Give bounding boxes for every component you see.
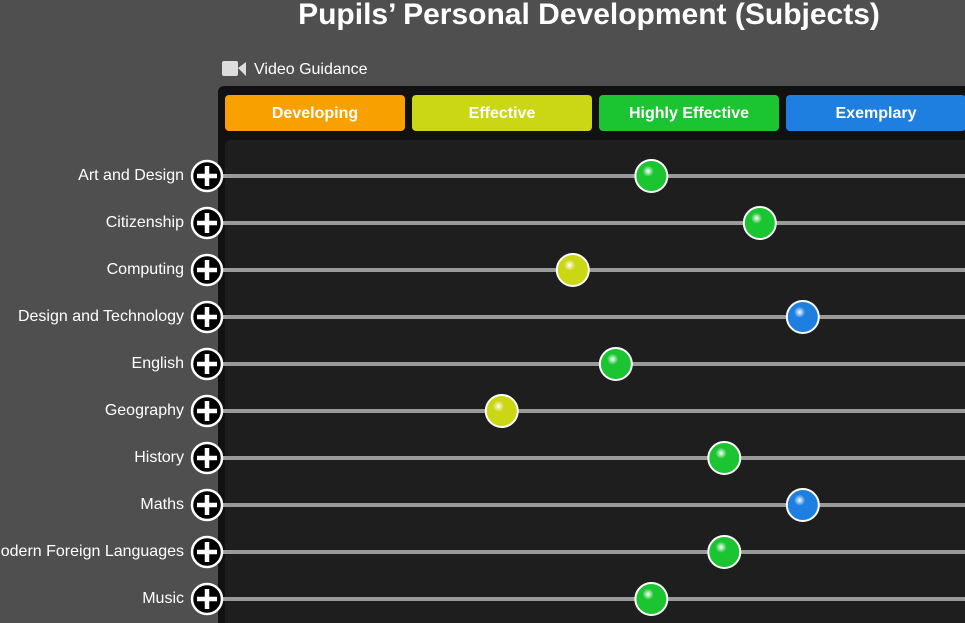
rating-marker[interactable]	[742, 206, 777, 240]
rating-marker[interactable]	[707, 441, 742, 475]
expand-button[interactable]	[190, 253, 224, 287]
plus-icon[interactable]	[197, 166, 217, 186]
row-label: Modern Foreign Languages	[0, 543, 184, 560]
video-guidance-link[interactable]: Video Guidance	[222, 61, 368, 78]
expand-button[interactable]	[190, 535, 224, 569]
band-label[interactable]: Exemplary	[836, 105, 917, 122]
expand-button[interactable]	[190, 159, 224, 193]
band-label[interactable]: Highly Effective	[629, 105, 749, 122]
expand-button[interactable]	[190, 300, 224, 334]
row-label: Music	[142, 590, 184, 607]
plus-icon[interactable]	[197, 542, 217, 562]
row-label: Art and Design	[78, 167, 184, 184]
rating-marker[interactable]	[598, 347, 633, 381]
rating-marker[interactable]	[634, 159, 669, 193]
band-button[interactable]	[225, 95, 405, 131]
row-label: Computing	[107, 261, 184, 278]
band-label[interactable]: Effective	[469, 105, 536, 122]
plus-icon[interactable]	[197, 260, 217, 280]
rating-marker[interactable]	[707, 535, 742, 569]
expand-button[interactable]	[190, 347, 224, 381]
plus-icon[interactable]	[197, 495, 217, 515]
page-title: Pupils’ Personal Development (Subjects)	[298, 0, 880, 31]
plus-icon[interactable]	[197, 448, 217, 468]
rating-marker[interactable]	[634, 582, 669, 616]
rating-marker[interactable]	[484, 394, 519, 428]
row-label: History	[134, 449, 184, 466]
row-label: Maths	[140, 496, 184, 513]
expand-button[interactable]	[190, 582, 224, 616]
track-area	[225, 140, 965, 623]
expand-button[interactable]	[190, 488, 224, 522]
band-button[interactable]	[786, 95, 965, 131]
plus-icon[interactable]	[197, 589, 217, 609]
band-button[interactable]	[412, 95, 592, 131]
band-button[interactable]	[599, 95, 779, 131]
expand-button[interactable]	[190, 441, 224, 475]
row-label: Citizenship	[106, 214, 184, 231]
plus-icon[interactable]	[197, 401, 217, 421]
plus-icon[interactable]	[197, 354, 217, 374]
band-label[interactable]: Developing	[272, 105, 358, 122]
expand-button[interactable]	[190, 206, 224, 240]
plus-icon[interactable]	[197, 213, 217, 233]
video-icon-lens	[238, 62, 246, 76]
row-label: English	[132, 355, 184, 372]
row-label: Geography	[105, 402, 184, 419]
rating-marker[interactable]	[785, 488, 820, 522]
video-icon	[222, 61, 238, 76]
rating-marker[interactable]	[785, 300, 820, 334]
plus-icon[interactable]	[197, 307, 217, 327]
row-label: Design and Technology	[18, 308, 184, 325]
video-guidance-text[interactable]: Video Guidance	[254, 61, 368, 78]
rating-marker[interactable]	[555, 253, 590, 287]
expand-button[interactable]	[190, 394, 224, 428]
